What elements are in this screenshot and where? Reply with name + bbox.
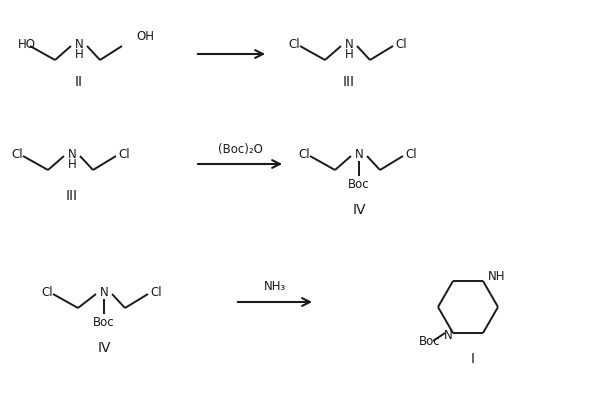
Text: N: N [100, 286, 109, 299]
Text: Cl: Cl [405, 147, 416, 161]
Text: N: N [355, 147, 364, 161]
Text: IV: IV [352, 203, 366, 217]
Text: Cl: Cl [118, 147, 130, 161]
Text: N: N [443, 330, 452, 342]
Text: Cl: Cl [288, 37, 299, 51]
Text: Boc: Boc [348, 178, 370, 190]
Text: OH: OH [136, 30, 154, 42]
Text: Cl: Cl [150, 286, 161, 299]
Text: Boc: Boc [419, 335, 440, 349]
Text: NH₃: NH₃ [264, 281, 286, 293]
Text: Cl: Cl [41, 286, 53, 299]
Text: HO: HO [18, 37, 36, 51]
Text: Boc: Boc [93, 316, 115, 328]
Text: H: H [74, 47, 83, 61]
Text: N: N [344, 37, 353, 51]
Text: I: I [471, 352, 475, 366]
Text: Cl: Cl [395, 37, 407, 51]
Text: N: N [68, 147, 76, 161]
Text: III: III [343, 75, 355, 89]
Text: II: II [75, 75, 83, 89]
Text: III: III [66, 189, 78, 203]
Text: Cl: Cl [11, 147, 23, 161]
Text: N: N [74, 37, 83, 51]
Text: (Boc)₂O: (Boc)₂O [218, 143, 262, 155]
Text: H: H [344, 47, 353, 61]
Text: H: H [68, 157, 76, 171]
Text: Cl: Cl [298, 147, 310, 161]
Text: IV: IV [97, 341, 111, 355]
Text: NH: NH [488, 269, 506, 283]
